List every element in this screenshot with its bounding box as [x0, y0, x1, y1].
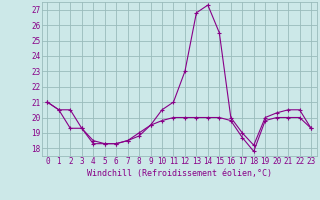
X-axis label: Windchill (Refroidissement éolien,°C): Windchill (Refroidissement éolien,°C) — [87, 169, 272, 178]
